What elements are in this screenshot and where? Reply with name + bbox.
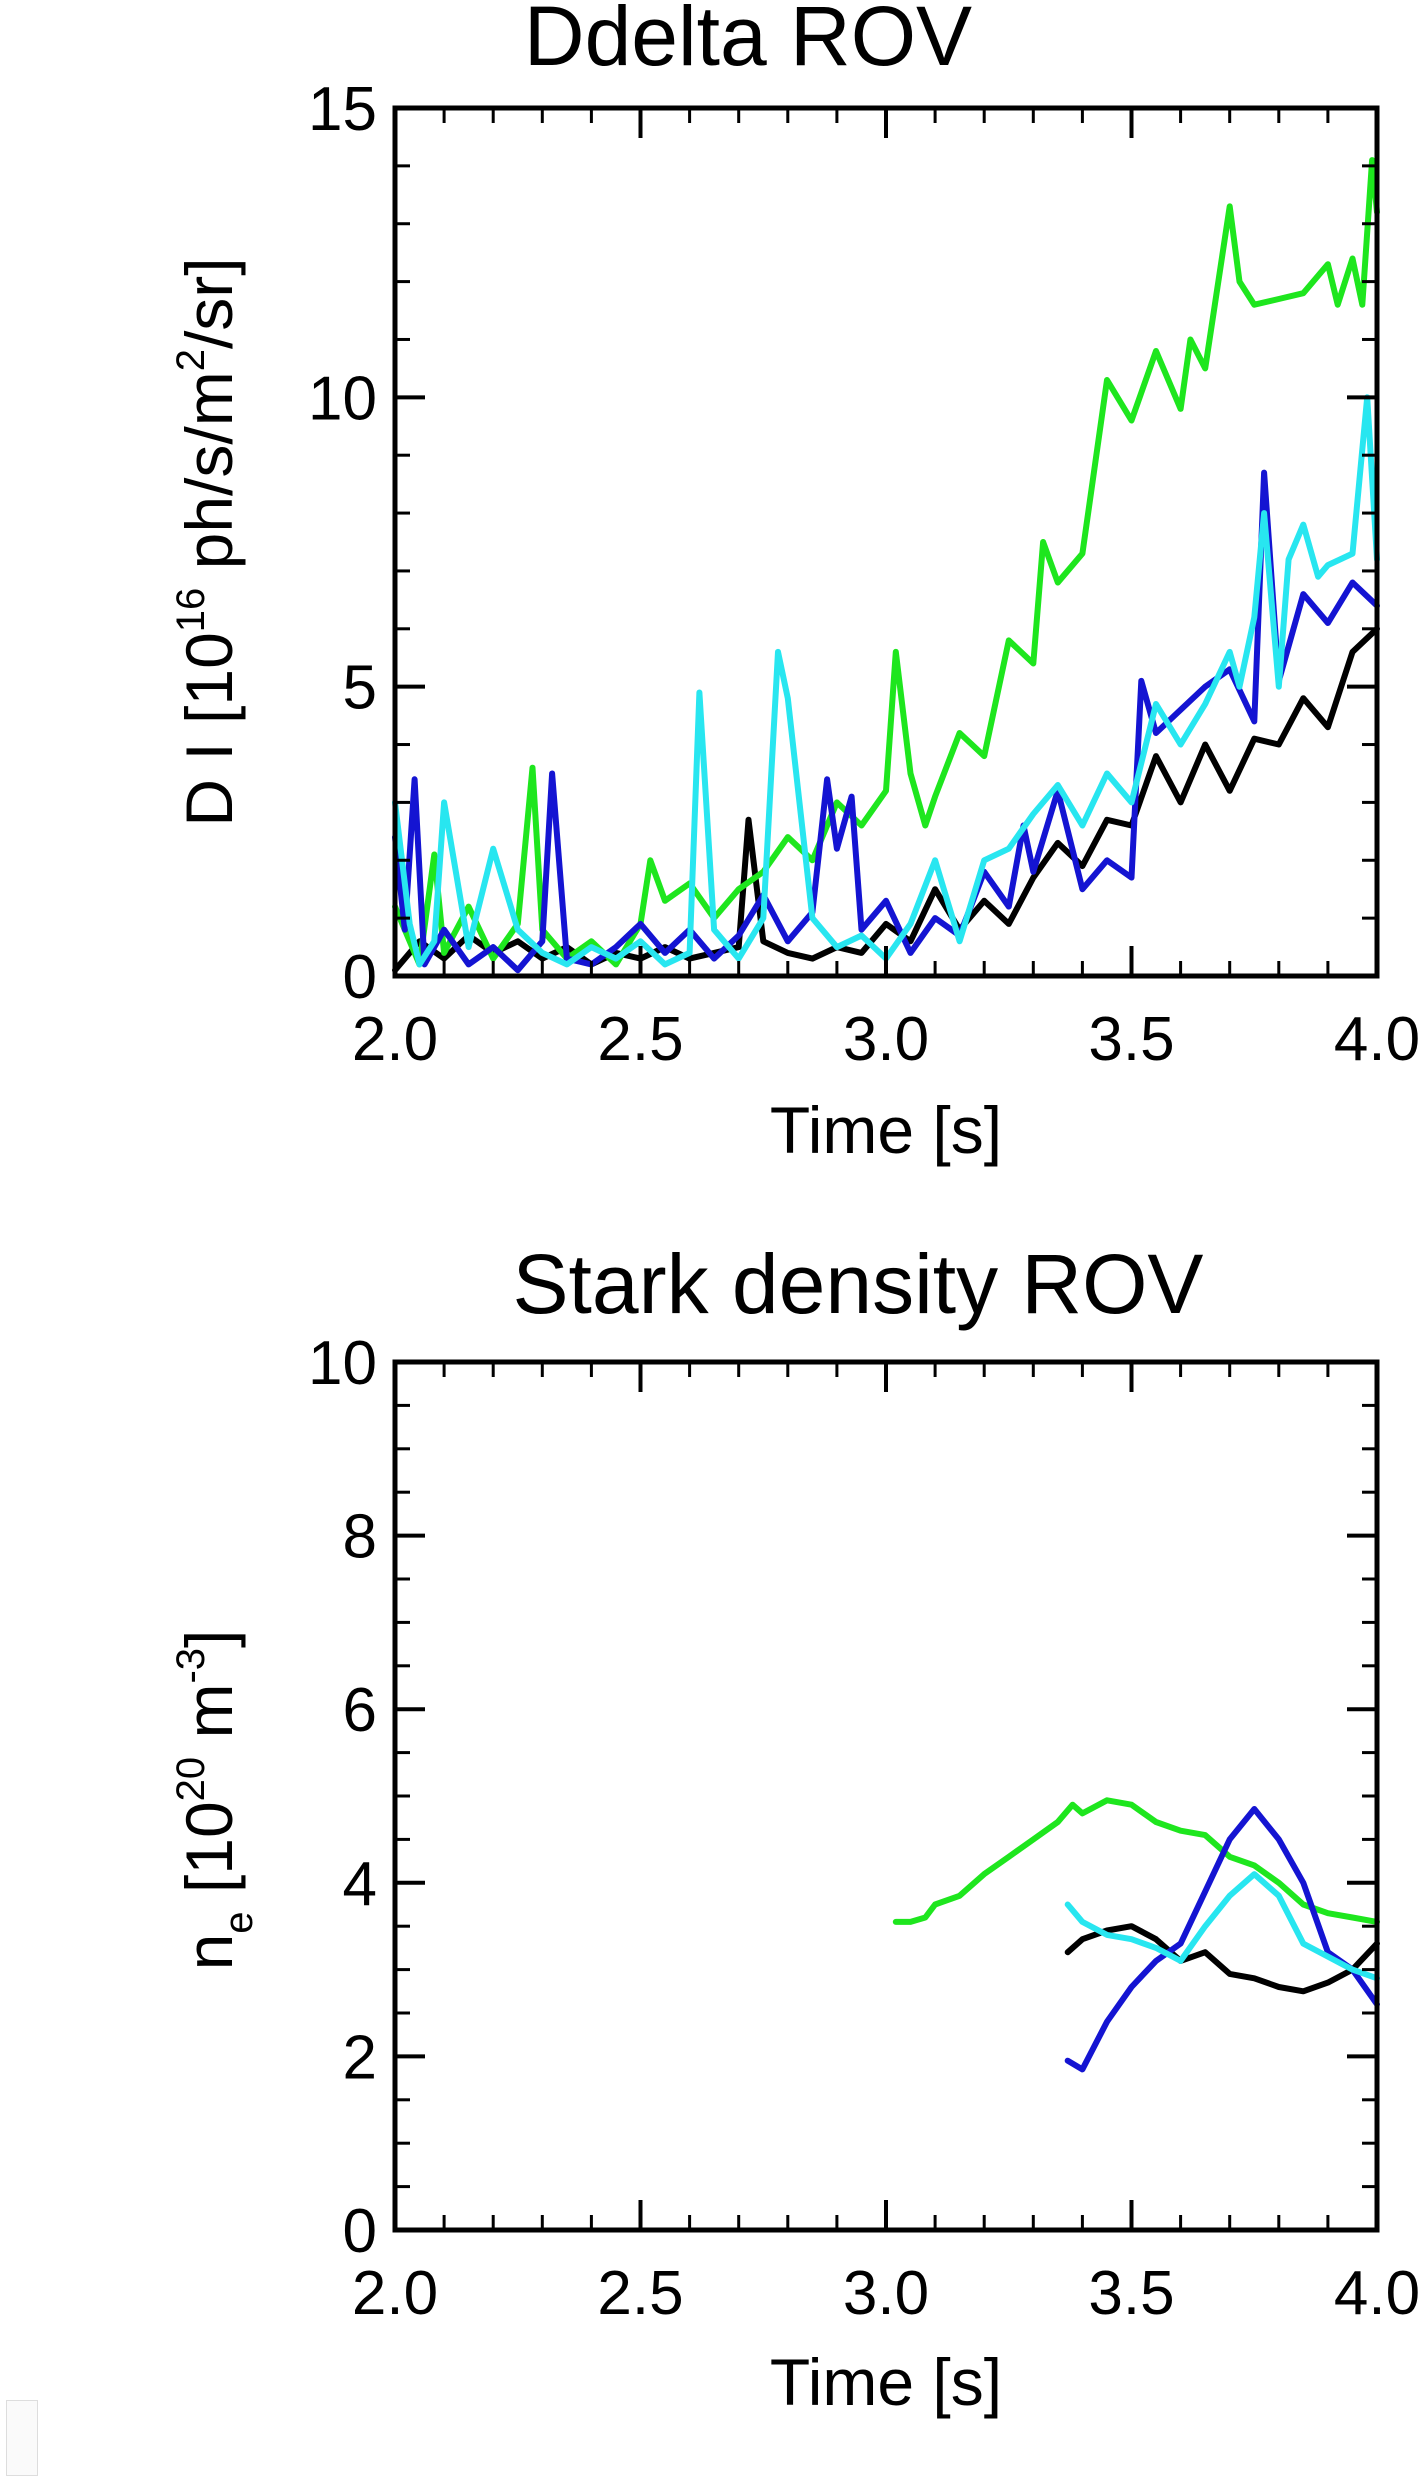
stark-ylabel-part: m <box>172 1684 246 1757</box>
stark-ylabel-part: [10 <box>172 1801 246 1911</box>
ddelta-series <box>392 157 1380 974</box>
stark-ticks: 2.0 2.5 3.0 3.5 4.0 0 2 4 6 8 10 <box>308 1329 1420 2328</box>
ddelta-x-axis-label: Time [s] <box>770 1093 1002 1167</box>
y-tick-label: 15 <box>308 75 377 144</box>
stark-ylabel-sup2: -3 <box>169 1648 213 1684</box>
x-tick-label: 4.0 <box>1334 1005 1420 1074</box>
ddelta-y-axis-label: D I [1016 ph/s/m2/sr] <box>169 257 246 826</box>
series-line-3 <box>1064 1871 1380 1982</box>
series-line-0 <box>392 625 1380 974</box>
ddelta-ticks: 2.0 2.5 3.0 3.5 4.0 0 5 10 15 <box>308 75 1420 1074</box>
x-tick-label: 2.5 <box>597 1005 683 1074</box>
ddelta-ylabel-sup1: 16 <box>169 588 213 633</box>
y-tick-label: 0 <box>343 2197 377 2266</box>
y-tick-label: 6 <box>343 1676 377 1745</box>
stark-series <box>892 1797 1380 2073</box>
series-line-2 <box>1064 1806 1380 2073</box>
stark-plot-frame <box>392 1359 1380 2233</box>
x-tick-label: 2.0 <box>352 2259 438 2328</box>
ddelta-ylabel-part: D I [10 <box>172 632 246 826</box>
series-line-1 <box>392 157 1380 968</box>
x-tick-label: 2.0 <box>352 1005 438 1074</box>
stark-ylabel-part: n <box>172 1934 246 1971</box>
x-tick-label: 3.0 <box>843 2259 929 2328</box>
stark-x-axis-label: Time [s] <box>770 2345 1002 2419</box>
series-line-2 <box>392 469 1380 974</box>
y-tick-label: 4 <box>343 1850 377 1919</box>
x-tick-label: 3.5 <box>1088 2259 1174 2328</box>
y-tick-label: 5 <box>343 654 377 723</box>
ddelta-panel: Ddelta ROV 2.0 2.5 3.0 3.5 4.0 0 5 10 15 Time [s… <box>169 0 1420 1167</box>
stark-ylabel-part: ] <box>172 1630 246 1648</box>
stark-title: Stark density ROV <box>513 1237 1204 1331</box>
y-tick-label: 0 <box>343 943 377 1012</box>
thumbnail-preview <box>6 2400 38 2476</box>
y-tick-label: 8 <box>343 1503 377 1572</box>
ddelta-plot-frame <box>392 105 1380 979</box>
ddelta-ylabel-part: ph/s/m <box>172 371 246 587</box>
x-tick-label: 4.0 <box>1334 2259 1420 2328</box>
series-line-1 <box>1064 1923 1380 1995</box>
stark-ylabel-sup1: 20 <box>169 1757 213 1802</box>
stark-panel: Stark density ROV 2.0 2.5 3.0 3.5 4.0 0 2 4 6 8 10… <box>169 1237 1420 2419</box>
ddelta-ylabel-sup2: 2 <box>169 349 213 371</box>
y-tick-label: 2 <box>343 2023 377 2092</box>
ddelta-ylabel-part: /sr] <box>172 257 246 349</box>
x-tick-label: 2.5 <box>597 2259 683 2328</box>
y-tick-label: 10 <box>308 1329 377 1398</box>
stark-ylabel-sub: e <box>217 1911 261 1933</box>
x-tick-label: 3.0 <box>843 1005 929 1074</box>
y-tick-label: 10 <box>308 364 377 433</box>
stark-y-axis-label: ne [1020 m-3] <box>169 1630 261 1971</box>
ddelta-title: Ddelta ROV <box>524 0 972 83</box>
series-line-3 <box>392 394 1380 968</box>
series-line-0 <box>892 1797 1380 1925</box>
x-tick-label: 3.5 <box>1088 1005 1174 1074</box>
